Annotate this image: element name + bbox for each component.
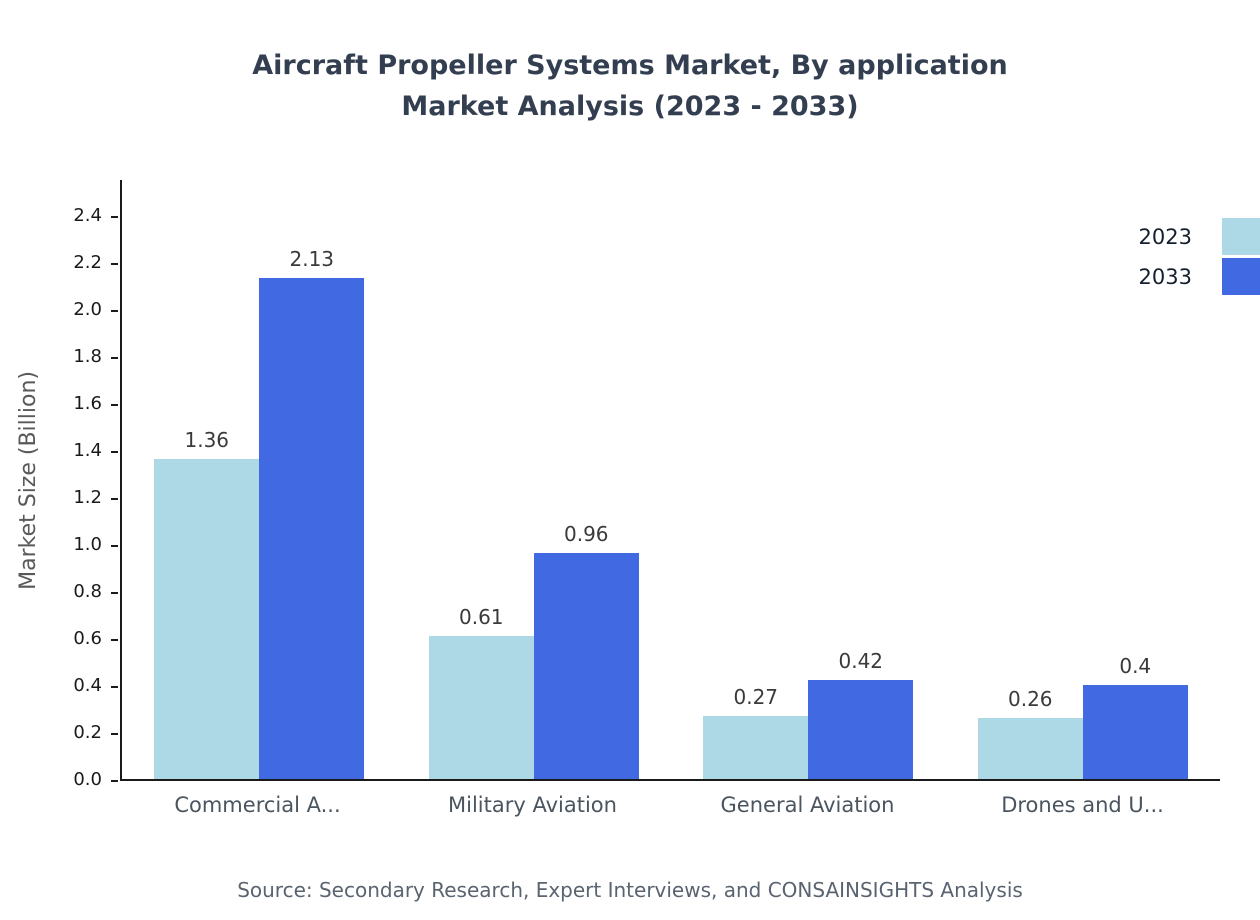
bar-groups: 1.36 2.13 0.61 0.96 0.27 0.42 0.26 0.4 [122, 180, 1220, 779]
y-tick-label: 0.4 [73, 675, 102, 696]
legend-swatch-2023 [1222, 218, 1260, 255]
bar-2023: 0.61 [428, 605, 534, 779]
legend-label-2033: 2033 [1138, 264, 1192, 289]
y-tick-mark [111, 216, 118, 218]
bar-group: 0.61 0.96 [397, 180, 672, 779]
y-tick-label: 1.6 [73, 393, 102, 414]
bar-value-label: 0.26 [1007, 686, 1053, 711]
bar-group: 0.26 0.4 [946, 180, 1221, 779]
bar-2033: 0.4 [1082, 654, 1188, 779]
y-tick-label: 1.8 [73, 346, 102, 367]
bar-group: 1.36 2.13 [122, 180, 397, 779]
y-tick-mark [111, 451, 118, 453]
y-tick-mark [111, 545, 118, 547]
y-tick-label: 0.2 [73, 722, 102, 743]
x-axis-category-label: Drones and U... [1001, 793, 1164, 817]
y-tick-mark [111, 404, 118, 406]
y-tick-label: 2.2 [73, 252, 102, 273]
legend-row-2023: 2023 [1139, 218, 1260, 255]
y-tick-label: 0.0 [73, 769, 102, 790]
y-tick-label: 2.0 [73, 299, 102, 320]
bar-value-label: 1.36 [184, 428, 230, 453]
bar-2023: 1.36 [154, 428, 260, 779]
legend-label-2023: 2023 [1138, 224, 1192, 249]
y-tick-label: 1.0 [73, 534, 102, 555]
bar-2023: 0.26 [977, 687, 1083, 779]
y-tick-mark [111, 686, 118, 688]
x-axis-category-label: General Aviation [720, 793, 895, 817]
bar-2033: 2.13 [259, 247, 365, 779]
bar-2023: 0.27 [703, 685, 809, 779]
y-tick-mark [111, 263, 118, 265]
bar-value-label: 0.27 [733, 684, 779, 709]
y-tick-label: 1.4 [73, 440, 102, 461]
y-tick-mark [111, 498, 118, 500]
y-tick-label: 0.8 [73, 581, 102, 602]
x-axis-category-label: Military Aviation [448, 793, 617, 817]
plot-area: 1.36 2.13 0.61 0.96 0.27 0.42 0.26 0.4 [120, 180, 1220, 781]
chart-subtitle: Market Analysis (2023 - 2033) [401, 91, 859, 122]
source-note: Source: Secondary Research, Expert Inter… [237, 878, 1023, 902]
x-labels: Commercial A... Military Aviation General … [120, 793, 1220, 817]
bar-value-label: 2.13 [289, 247, 335, 272]
chart-title-block: Aircraft Propeller Systems Market, By ap… [0, 52, 1260, 120]
y-tick-mark [111, 357, 118, 359]
y-tick-label: 0.6 [73, 628, 102, 649]
y-tick-mark [111, 592, 118, 594]
y-ticks: 0.0 0.2 0.4 0.6 0.8 1.0 1.2 1.4 1.6 1.8 2.0 2.2 2.4 [0, 180, 118, 789]
bar-2033: 0.42 [808, 649, 914, 779]
y-tick-label: 1.2 [73, 487, 102, 508]
bar-value-label: 0.61 [458, 604, 504, 629]
legend-swatch-2033 [1222, 258, 1260, 295]
y-tick-mark [111, 639, 118, 641]
y-tick-label: 2.4 [73, 205, 102, 226]
y-tick-mark [111, 733, 118, 735]
bar-group: 0.27 0.42 [671, 180, 946, 779]
chart-title: Aircraft Propeller Systems Market, By ap… [252, 50, 1008, 81]
y-tick-mark [111, 310, 118, 312]
bar-value-label: 0.42 [838, 649, 884, 674]
bar-2033: 0.96 [533, 522, 639, 779]
y-tick-mark [111, 780, 118, 782]
bar-value-label: 0.96 [563, 522, 609, 547]
x-axis-category-label: Commercial A... [174, 793, 341, 817]
legend-row-2033: 2033 [1139, 258, 1260, 295]
legend: 2023 2033 [1139, 218, 1260, 298]
bar-value-label: 0.4 [1119, 654, 1152, 678]
